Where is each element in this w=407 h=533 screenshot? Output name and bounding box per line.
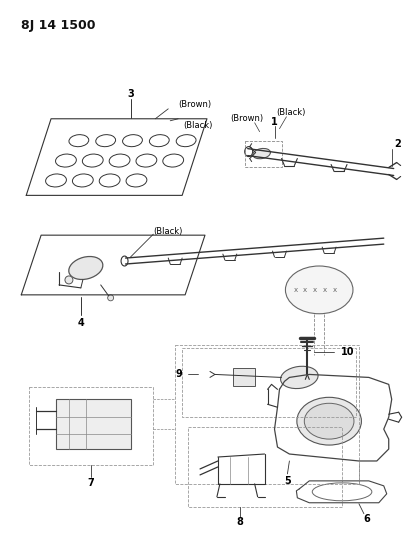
Text: 6: 6 — [363, 514, 370, 524]
Text: x: x — [323, 287, 327, 293]
Text: 5: 5 — [284, 476, 291, 486]
Ellipse shape — [108, 295, 114, 301]
Text: 8: 8 — [236, 516, 243, 527]
Text: 1: 1 — [271, 117, 278, 127]
Text: 3: 3 — [127, 89, 134, 99]
Ellipse shape — [69, 256, 103, 279]
Text: 9: 9 — [175, 369, 182, 379]
Text: 7: 7 — [88, 478, 94, 488]
Text: 2: 2 — [395, 139, 401, 149]
Text: (Black): (Black) — [153, 227, 183, 236]
Text: x: x — [293, 287, 298, 293]
Ellipse shape — [280, 366, 318, 389]
Ellipse shape — [253, 149, 270, 159]
Bar — [233, 368, 255, 386]
Bar — [245, 141, 282, 166]
Bar — [182, 348, 356, 417]
Ellipse shape — [304, 403, 354, 439]
Ellipse shape — [65, 276, 73, 284]
Bar — [188, 427, 342, 507]
Text: (Black): (Black) — [183, 121, 212, 130]
Text: 4: 4 — [77, 318, 84, 328]
Bar — [56, 399, 131, 449]
Text: (Brown): (Brown) — [178, 100, 211, 109]
Bar — [175, 345, 359, 484]
Text: 10: 10 — [341, 346, 354, 357]
Text: (Black): (Black) — [277, 108, 306, 117]
Ellipse shape — [285, 266, 353, 314]
Text: 8J 14 1500: 8J 14 1500 — [21, 19, 96, 33]
Text: x: x — [333, 287, 337, 293]
Text: (Brown): (Brown) — [230, 114, 263, 123]
Text: x: x — [313, 287, 317, 293]
Ellipse shape — [297, 397, 361, 445]
Bar — [29, 387, 153, 465]
Text: x: x — [303, 287, 307, 293]
